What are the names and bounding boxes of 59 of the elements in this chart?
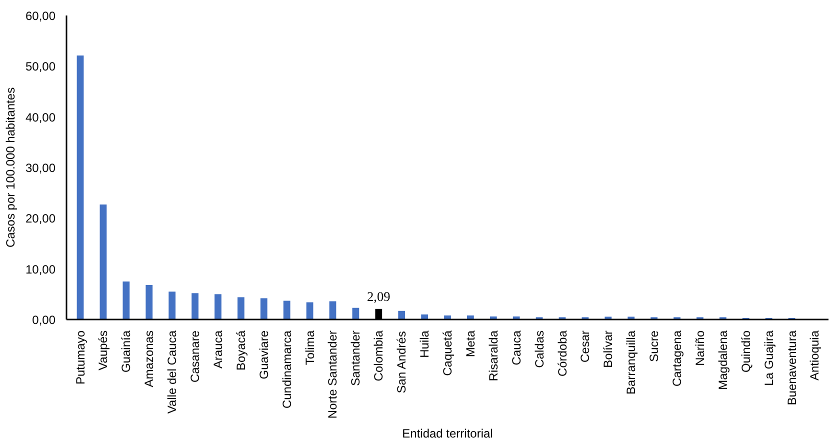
bar: [628, 316, 635, 320]
bar: [260, 298, 268, 320]
x-tick-label: Tolima: [302, 330, 317, 366]
x-tick-label: Huila: [418, 330, 432, 358]
bar: [168, 292, 176, 320]
x-tick-label: Nariño: [692, 330, 707, 366]
x-tick-label: Valle del Cauca: [165, 330, 180, 414]
x-axis-title: Entidad territorial: [402, 426, 493, 441]
x-tick-label: Caldas: [532, 330, 546, 368]
bar: [214, 294, 222, 320]
x-tick-label: Córdoba: [555, 330, 570, 377]
y-tick-label: 50,00: [25, 60, 56, 74]
bar: [329, 301, 336, 320]
x-tick-label: Cartagena: [670, 330, 684, 387]
x-tick-label: Casanare: [188, 330, 202, 383]
y-tick-label: 40,00: [25, 110, 56, 124]
data-label: 2,09: [366, 288, 391, 304]
x-tick-label: Bolívar: [601, 330, 616, 368]
bar: [146, 285, 153, 320]
x-tick-label: Norte Santander: [326, 330, 340, 419]
x-tick-label: Cauca: [509, 330, 524, 366]
x-tick-label: Magdalena: [716, 330, 730, 390]
x-tick-label: Boyacá: [234, 330, 248, 371]
y-axis-title: Casos por 100.000 habitantes: [3, 87, 18, 248]
y-tick-label: 10,00: [25, 262, 56, 276]
x-tick-label: Sucre: [647, 330, 662, 362]
x-tick-label: Buenaventura: [784, 330, 799, 406]
bar: [100, 204, 107, 320]
x-tick-label: Putumayo: [73, 330, 88, 385]
x-tick-label: Arauca: [210, 330, 225, 369]
x-tick-label: Cesar: [578, 330, 592, 363]
bar: [192, 293, 198, 320]
bar: [306, 302, 314, 320]
x-tick-label: Colombia: [372, 330, 386, 382]
x-tick-label: Guainía: [119, 330, 134, 373]
y-tick-label: 30,00: [25, 161, 56, 175]
bar: [604, 316, 612, 320]
bar: [76, 56, 84, 320]
y-tick-label: 0,00: [32, 313, 56, 327]
x-tick-label: Vaupés: [96, 330, 110, 370]
x-tick-label: Meta: [463, 330, 478, 358]
bar: [237, 297, 244, 320]
bar: [421, 314, 428, 320]
bar: [283, 300, 290, 320]
x-tick-label: San Andrés: [394, 331, 409, 394]
y-tick-label: 20,00: [25, 212, 56, 226]
bar: [122, 282, 130, 320]
x-tick-label: Quindío: [738, 330, 753, 373]
x-tick-label: Cundinamarca: [280, 330, 294, 409]
y-tick-label: 60,00: [25, 9, 56, 23]
x-tick-label: Amazonas: [142, 330, 156, 388]
x-tick-label: Caquetá: [440, 330, 454, 376]
x-tick-label: La Guajira: [762, 330, 776, 386]
x-tick-label: Antioquia: [808, 330, 822, 381]
x-tick-label: Santander: [348, 330, 363, 386]
x-tick-label: Risaralda: [486, 330, 500, 382]
x-tick-label: Barranquilla: [624, 330, 638, 395]
x-tick-label: Guaviare: [256, 330, 271, 380]
bar: [398, 310, 406, 320]
